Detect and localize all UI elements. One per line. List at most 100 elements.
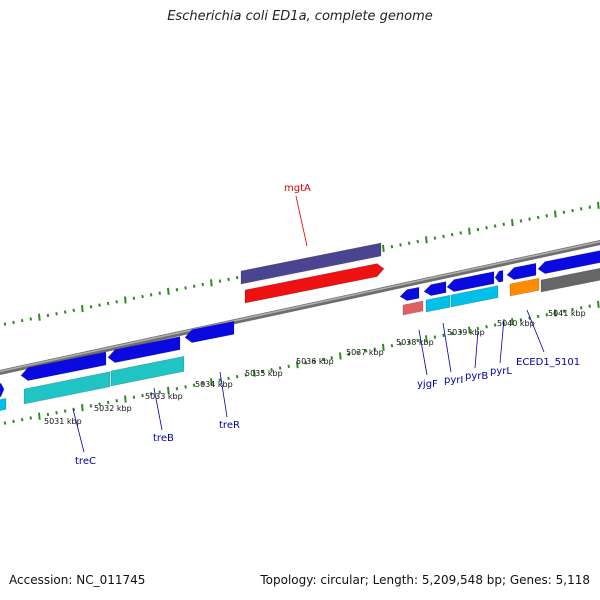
outer-scale-ticks <box>132 296 136 301</box>
outer-scale-ticks <box>210 279 213 287</box>
gene-label-ECED1_5101: ECED1_5101 <box>516 357 580 368</box>
outer-scale-ticks <box>485 226 488 230</box>
inner-scale-ticks <box>38 412 41 420</box>
accession-label: Accession: NC_011745 <box>9 573 146 587</box>
pyrI-reverse <box>425 294 451 313</box>
outer-scale-ticks <box>597 201 600 209</box>
gene-leader-line <box>499 318 505 364</box>
outer-scale-ticks <box>545 213 549 218</box>
outer-scale-ticks <box>98 303 101 307</box>
scale-label: 5040 kbp <box>497 319 535 328</box>
inner-scale-ticks <box>554 309 557 317</box>
inner-scale-ticks <box>459 330 463 334</box>
outer-scale-ticks <box>46 313 50 318</box>
gene-leader-line <box>418 329 428 376</box>
outer-scale-ticks <box>502 222 506 227</box>
outer-scale-ticks <box>115 299 119 304</box>
inner-scale-ticks <box>425 335 428 343</box>
gene-label-yjgF: yjgF <box>417 379 438 390</box>
inner-scale-ticks <box>261 369 265 374</box>
gene-label-pyrL: pyrL <box>490 366 512 377</box>
outer-scale-ticks <box>450 232 454 237</box>
outer-scale-ticks <box>519 219 523 223</box>
inner-scale-ticks <box>493 323 497 327</box>
inner-scale-ticks <box>562 309 566 314</box>
outer-scale-ticks <box>89 305 93 309</box>
inner-scale-ticks <box>399 342 402 346</box>
inner-scale-ticks <box>218 378 222 382</box>
outer-scale-ticks <box>554 210 557 218</box>
gene-leader-line <box>72 408 85 453</box>
inner-scale-ticks <box>511 318 514 326</box>
inner-scale-ticks <box>287 364 291 369</box>
inner-scale-ticks <box>519 318 523 322</box>
outer-scale-ticks <box>192 284 196 288</box>
outer-scale-ticks <box>20 318 24 323</box>
scale-label: 5041 kbp <box>548 309 586 318</box>
outer-scale-ticks <box>218 279 222 283</box>
inner-scale-ticks <box>244 373 248 377</box>
page-title: Escherichia coli ED1a, complete genome <box>167 9 433 24</box>
outer-scale-ticks <box>468 227 471 235</box>
inner-scale-ticks <box>55 411 58 415</box>
inner-scale-ticks <box>227 376 230 381</box>
outer-scale-ticks <box>399 243 402 247</box>
outer-scale-ticks <box>167 287 170 295</box>
treB-cds <box>107 336 181 363</box>
inner-scale-ticks <box>536 314 540 319</box>
outer-scale-ticks <box>29 317 33 321</box>
gene-label-pyrI: pyrI <box>444 375 463 386</box>
outer-scale-ticks <box>81 305 84 313</box>
topology-label: Topology: circular; Length: 5,209,548 bp… <box>260 573 590 587</box>
gene-label-treB: treB <box>153 433 174 444</box>
inner-scale-ticks <box>278 366 282 370</box>
scale-label: 5035 kbp <box>245 369 283 378</box>
inner-scale-ticks <box>29 416 33 420</box>
genome-backbone <box>0 240 600 375</box>
outer-scale-ticks <box>12 320 15 325</box>
scale-label: 5031 kbp <box>44 417 82 426</box>
cds-forward-edge <box>0 383 5 397</box>
inner-scale-ticks <box>235 374 239 379</box>
inner-scale-ticks <box>364 349 368 353</box>
inner-scale-ticks <box>210 378 213 386</box>
outer-scale-ticks <box>493 224 497 228</box>
inner-scale-ticks <box>304 361 308 365</box>
inner-scale-ticks <box>72 407 76 412</box>
genome-backbone-highlight <box>0 240 600 373</box>
inner-scale-ticks <box>12 419 15 424</box>
inner-scale-ticks <box>115 398 119 403</box>
outer-scale-ticks <box>476 227 480 232</box>
inner-scale-ticks <box>416 338 420 343</box>
yjgF-trna <box>402 300 424 316</box>
inner-scale-ticks <box>270 368 273 372</box>
gene-leader-line <box>153 387 163 431</box>
outer-scale-ticks <box>571 208 574 213</box>
inner-scale-ticks <box>476 326 480 331</box>
inner-scale-ticks <box>81 404 84 412</box>
inner-scale-ticks <box>571 307 574 312</box>
outer-scale-ticks <box>579 207 583 211</box>
treC-cds <box>20 351 107 381</box>
inner-scale-ticks <box>450 331 454 336</box>
gene-leader-line <box>295 195 308 247</box>
outer-scale-ticks <box>511 219 514 227</box>
inner-scale-ticks <box>184 385 187 389</box>
outer-scale-ticks <box>3 322 7 326</box>
gene-label-mgtA: mgtA <box>284 183 311 194</box>
inner-scale-ticks <box>347 352 351 357</box>
outer-scale-ticks <box>72 308 76 313</box>
top-feature-band <box>240 242 382 285</box>
gene-label-treR: treR <box>219 420 240 431</box>
outer-scale-ticks <box>442 234 445 239</box>
outer-scale-ticks <box>158 291 162 295</box>
inner-scale-ticks <box>296 361 299 369</box>
inner-scale-ticks <box>356 350 359 355</box>
outer-scale-ticks <box>201 282 205 287</box>
inner-scale-ticks <box>253 369 256 377</box>
gene-label-pyrB: pyrB <box>465 371 488 382</box>
outer-scale-ticks <box>106 301 110 306</box>
outer-scale-ticks <box>390 244 394 249</box>
inner-scale-ticks <box>597 300 600 308</box>
outer-scale-ticks <box>55 312 58 316</box>
